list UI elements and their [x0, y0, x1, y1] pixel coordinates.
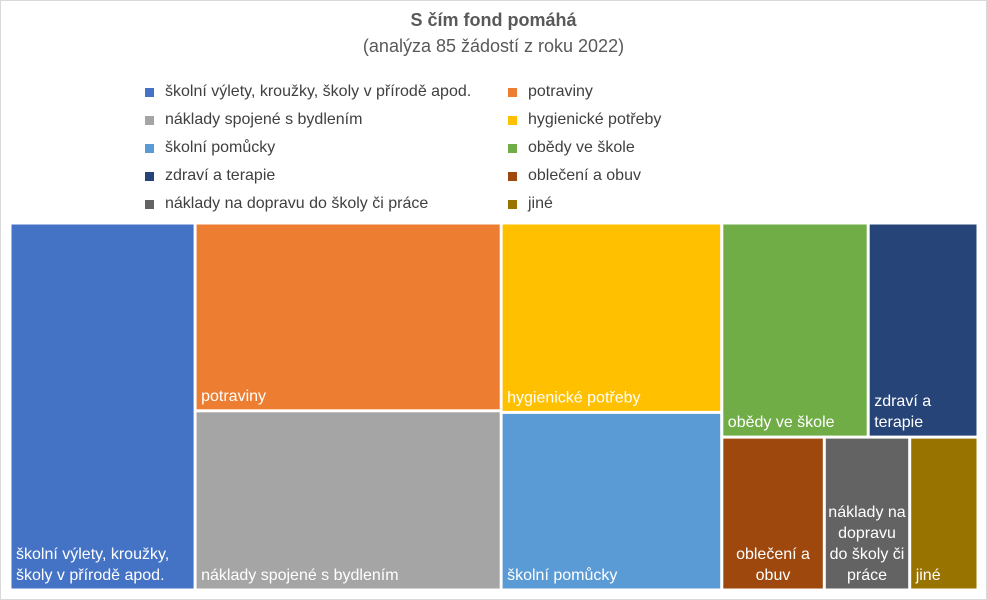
legend-item: školní výlety, kroužky, školy v přírodě …: [145, 78, 508, 106]
treemap-tile-label: potraviny: [201, 388, 266, 405]
treemap-tile-label: školní pomůcky: [507, 566, 617, 584]
legend-swatch: [508, 199, 517, 209]
chart-subtitle: (analýza 85 žádostí z roku 2022): [362, 36, 625, 56]
legend-swatch: [508, 115, 517, 125]
treemap-tile-label: terapie: [874, 414, 923, 431]
treemap-tile-label: zdraví a: [874, 393, 931, 410]
treemap-tile-label: do školy či: [830, 546, 905, 563]
legend-label: hygienické potřeby: [528, 111, 662, 128]
legend-swatch: [145, 171, 154, 181]
legend-item: náklady na dopravu do školy či práce: [145, 190, 508, 218]
treemap-tile: [869, 224, 977, 436]
legend-item: školní pomůcky: [145, 134, 508, 162]
treemap-tile-label: náklady na: [828, 504, 905, 521]
legend-item: obědy ve škole: [508, 134, 698, 162]
treemap-tile-label: jiné: [915, 567, 941, 584]
legend-swatch: [145, 115, 154, 125]
legend-item: jiné: [508, 190, 698, 218]
treemap-tile: [825, 438, 909, 589]
treemap-tile: [911, 438, 977, 589]
legend-label: jiné: [528, 195, 553, 212]
treemap-tile: [11, 224, 194, 589]
legend-label: zdraví a terapie: [165, 167, 276, 184]
legend-label: náklady na dopravu do školy či práce: [165, 195, 429, 212]
legend-swatch: [145, 87, 154, 97]
treemap-tile-label: dopravu: [838, 525, 896, 542]
treemap-tile: [723, 438, 823, 589]
legend-label: školní výlety, kroužky, školy v přírodě …: [165, 83, 472, 100]
legend-label: oblečení a obuv: [528, 167, 641, 184]
treemap-tile: [196, 224, 500, 410]
legend-swatch: [145, 143, 154, 153]
legend-label: školní pomůcky: [165, 139, 276, 156]
treemap-tile: [723, 224, 867, 436]
treemap-tile-label: obědy ve škole: [728, 414, 835, 431]
treemap-tile-label: práce: [847, 567, 887, 584]
legend-item: náklady spojené s bydlením: [145, 106, 508, 134]
chart-legend: školní výlety, kroužky, školy v přírodě …: [145, 78, 705, 218]
legend-swatch: [508, 171, 517, 181]
legend-label: náklady spojené s bydlením: [165, 111, 363, 128]
legend-label: obědy ve škole: [528, 139, 635, 156]
treemap-tile: [196, 412, 500, 589]
legend-item: zdraví a terapie: [145, 162, 508, 190]
legend-item: hygienické potřeby: [508, 106, 698, 134]
treemap-tile: [502, 224, 721, 411]
legend-label: potraviny: [528, 83, 593, 100]
treemap-tile: [502, 413, 721, 589]
treemap-tile-label: školy v přírodě apod.: [16, 567, 165, 584]
legend-swatch: [508, 143, 517, 153]
legend-swatch: [508, 87, 517, 97]
treemap-tile-label: oblečení a: [736, 546, 810, 563]
treemap-tile-label: hygienické potřeby: [507, 389, 640, 406]
legend-item: oblečení a obuv: [508, 162, 698, 190]
treemap-tile-label: obuv: [756, 567, 791, 584]
treemap-tile-label: školní výlety, kroužky,: [16, 546, 169, 563]
treemap-tile-label: náklady spojené s bydlením: [201, 567, 398, 584]
chart-title: S čím fond pomáhá: [410, 10, 577, 30]
legend-item: potraviny: [508, 78, 698, 106]
legend-swatch: [145, 199, 154, 209]
